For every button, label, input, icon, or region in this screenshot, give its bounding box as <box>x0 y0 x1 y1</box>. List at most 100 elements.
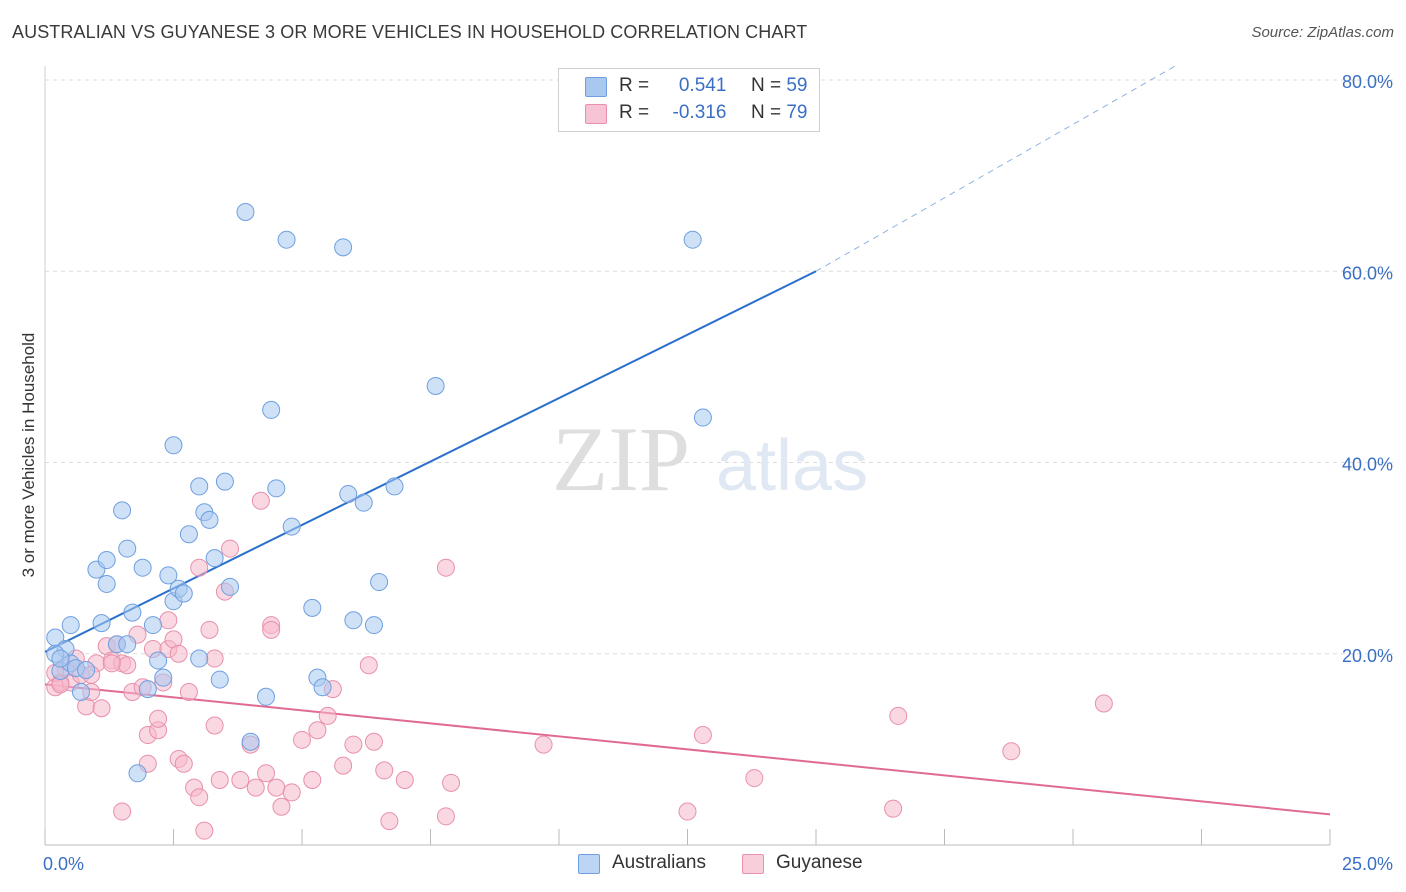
point-guyanese <box>231 770 250 789</box>
point-guyanese <box>380 812 399 831</box>
legend-n-value: 59 <box>786 75 808 96</box>
bottom-legend-label-guyanese: Guyanese <box>776 852 863 873</box>
point-guyanese <box>92 699 111 718</box>
point-guyanese <box>272 797 291 816</box>
point-australians <box>426 377 445 395</box>
point-australians <box>179 525 198 544</box>
point-guyanese <box>534 735 553 754</box>
point-guyanese <box>149 709 168 728</box>
watermark-zip: ZIP <box>552 408 690 510</box>
point-australians <box>344 611 363 630</box>
bottom-legend-swatch-australians <box>578 854 600 874</box>
point-guyanese <box>267 778 286 797</box>
chart-title: AUSTRALIAN VS GUYANESE 3 OR MORE VEHICLE… <box>12 22 808 42</box>
point-australians <box>174 584 193 603</box>
stats-legend: R = 0.541 N = 59 R = -0.316 N = 79 <box>558 68 820 132</box>
point-guyanese <box>745 769 764 788</box>
point-guyanese <box>395 770 414 789</box>
point-australians <box>154 668 173 687</box>
point-australians <box>364 616 383 635</box>
point-guyanese <box>205 716 224 735</box>
trendline-guyanese <box>44 683 1331 816</box>
x-tick-label: 25.0% <box>1342 854 1393 874</box>
point-guyanese <box>257 764 276 783</box>
point-guyanese <box>251 491 270 510</box>
point-guyanese <box>282 783 301 802</box>
point-guyanese <box>334 756 353 775</box>
point-australians <box>113 501 132 520</box>
point-australians <box>51 649 70 668</box>
legend-r-label: R = <box>619 75 650 96</box>
point-australians <box>385 477 404 496</box>
point-australians <box>97 574 116 593</box>
point-guyanese <box>159 611 178 630</box>
point-australians <box>118 635 137 654</box>
point-guyanese <box>169 644 188 663</box>
point-guyanese <box>303 770 322 789</box>
trendline-australians <box>44 270 817 653</box>
point-australians <box>339 485 358 504</box>
watermark: ZIP atlas <box>552 408 868 510</box>
y-tick-label: 40.0% <box>1342 455 1393 475</box>
x-tick-label: 0.0% <box>43 854 84 874</box>
point-guyanese <box>113 802 132 821</box>
y-tick-label: 80.0% <box>1342 72 1393 92</box>
point-australians <box>262 400 281 419</box>
point-guyanese <box>364 732 383 751</box>
point-australians <box>303 598 322 617</box>
point-australians <box>149 651 168 670</box>
point-guyanese <box>210 770 229 789</box>
point-guyanese <box>195 821 214 840</box>
point-australians <box>221 577 240 596</box>
point-australians <box>215 472 234 491</box>
y-axis-label: 3 or more Vehicles in Household <box>19 333 38 578</box>
point-australians <box>313 678 332 697</box>
point-guyanese <box>1094 694 1113 713</box>
point-australians <box>267 479 286 498</box>
point-guyanese <box>889 706 908 725</box>
chart-source: Source: ZipAtlas.com <box>1251 24 1394 41</box>
point-australians <box>236 202 255 221</box>
point-guyanese <box>174 754 193 773</box>
point-australians <box>282 517 301 536</box>
legend-n-label: N = <box>750 102 782 123</box>
point-australians <box>143 616 162 635</box>
point-australians <box>334 238 353 257</box>
point-guyanese <box>190 788 209 807</box>
point-australians <box>257 687 276 706</box>
point-guyanese <box>221 539 240 558</box>
point-australians <box>97 551 116 570</box>
point-australians <box>200 510 219 529</box>
point-guyanese <box>436 807 455 826</box>
point-australians <box>164 436 183 455</box>
legend-r-label: R = <box>619 102 650 123</box>
point-australians <box>241 732 260 751</box>
axes <box>44 66 1331 846</box>
legend-swatch-guyanese <box>585 104 607 124</box>
point-australians <box>370 573 389 592</box>
legend-swatch-australians <box>585 77 607 97</box>
point-australians <box>128 764 147 783</box>
point-guyanese <box>884 799 903 818</box>
point-australians <box>133 558 152 577</box>
point-australians <box>277 230 296 249</box>
bottom-legend-swatch-guyanese <box>742 854 764 874</box>
legend-n-value: 79 <box>786 102 808 123</box>
point-guyanese <box>359 656 378 675</box>
legend-n-label: N = <box>750 75 782 96</box>
bottom-legend-label-australians: Australians <box>612 852 706 873</box>
point-guyanese <box>436 558 455 577</box>
point-australians <box>92 614 111 633</box>
legend-r-value: 0.541 <box>678 75 727 96</box>
point-guyanese <box>375 761 394 780</box>
point-guyanese <box>246 778 265 797</box>
point-guyanese <box>318 706 337 725</box>
point-australians <box>210 670 229 689</box>
point-guyanese <box>262 620 281 639</box>
point-australians <box>354 493 373 512</box>
point-guyanese <box>344 735 363 754</box>
point-guyanese <box>200 620 219 639</box>
point-guyanese <box>693 726 712 745</box>
point-guyanese <box>308 721 327 740</box>
point-guyanese <box>179 683 198 701</box>
